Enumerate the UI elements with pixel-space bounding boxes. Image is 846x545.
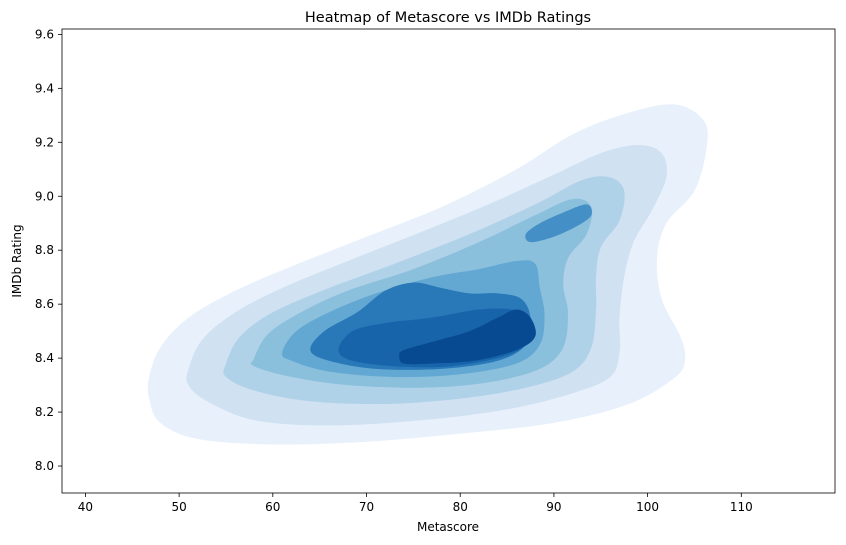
y-axis-title: IMDb Rating xyxy=(10,224,24,297)
x-tick-label: 90 xyxy=(546,500,561,514)
x-tick-label: 40 xyxy=(78,500,93,514)
x-tick-label: 60 xyxy=(265,500,280,514)
plot-frame xyxy=(61,28,836,494)
x-tick-label: 80 xyxy=(453,500,468,514)
density-contour-level-9 xyxy=(399,309,536,365)
x-tick-label: 50 xyxy=(171,500,186,514)
chart-title: Heatmap of Metascore vs IMDb Ratings xyxy=(305,10,591,26)
y-tick-label: 8.2 xyxy=(35,405,54,419)
y-tick-label: 8.4 xyxy=(35,351,54,365)
y-tick-label: 8.8 xyxy=(35,243,54,257)
y-axis: 8.0 8.2 8.4 8.6 8.8 9.0 9.2 9.4 9.6 xyxy=(35,27,62,473)
x-axis: 40 50 60 70 80 90 100 110 xyxy=(78,493,753,514)
x-tick-label: 100 xyxy=(636,500,659,514)
y-tick-label: 9.4 xyxy=(35,81,54,95)
y-tick-label: 8.6 xyxy=(35,297,54,311)
x-axis-title: Metascore xyxy=(417,520,479,534)
y-tick-label: 9.6 xyxy=(35,27,54,41)
density-contour-level-6 xyxy=(525,204,592,243)
x-tick-label: 110 xyxy=(730,500,753,514)
y-tick-label: 9.0 xyxy=(35,189,54,203)
y-tick-label: 9.2 xyxy=(35,135,54,149)
y-tick-label: 8.0 xyxy=(35,459,54,473)
x-tick-label: 70 xyxy=(359,500,374,514)
density-contours xyxy=(147,104,708,445)
